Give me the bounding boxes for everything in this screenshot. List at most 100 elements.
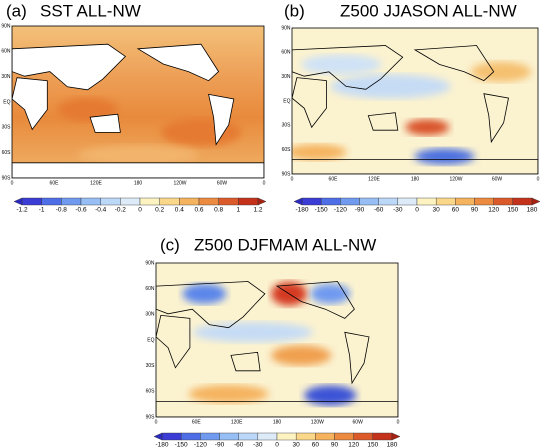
colorbar-segment [301,197,322,206]
colorbar-label: -0.6 [75,207,87,214]
anomaly-blob [304,385,357,406]
map [291,27,539,175]
anomaly-blob [192,322,313,343]
colorbar-segment [340,197,360,206]
lat-label: EQ [283,98,290,104]
colorbar-segment [198,197,219,206]
anomaly-blob [292,144,347,161]
colorbar-segment [161,432,182,441]
lat-label: 60N [281,50,291,56]
colorbar-label: 180 [387,442,398,447]
colorbar-segment [474,197,494,206]
colorbar-label: -150 [175,442,188,447]
anomaly-blob [188,384,269,403]
anomaly-blob [330,74,451,99]
continent [136,43,220,82]
colorbar-label: 90 [331,442,339,447]
lon-label: 180 [273,419,282,425]
colorbar-label: -0.4 [95,207,107,214]
continent [275,281,355,319]
colorbar-segment [41,197,62,206]
panel-title: Z500 JJASON ALL-NW [340,1,517,20]
colorbar-label: 0.8 [214,207,223,214]
colorbar-segment [200,432,220,441]
colorbar-label: -180 [155,442,168,447]
lat-label: 60N [145,286,155,292]
colorbar-segment [315,432,335,441]
colorbar-label: -60 [374,207,384,214]
lon-label: 60W [492,176,503,182]
colorbar-label: 0.4 [175,207,184,214]
colorbar-end [391,432,401,441]
continent [292,77,327,129]
anomaly-blob [301,54,382,75]
colorbar-label: -180 [295,207,308,214]
anomaly-blob [182,283,227,304]
colorbar-label: -90 [215,442,225,447]
map [155,262,399,418]
colorbar-segment [435,197,456,206]
colorbar-segment [120,197,141,206]
panel-label: (b) [284,1,305,20]
anomaly-blob [271,345,332,366]
lon-label: 0 [397,419,400,425]
lon-label: 120W [173,180,186,186]
continent [413,45,495,82]
colorbar-segment [100,197,121,206]
lat-label: 30N [145,312,155,318]
lon-label: 0 [155,419,158,425]
map-field [156,263,398,417]
colorbar-segment [378,197,399,206]
colorbar-label: 150 [507,207,518,214]
colorbar-segment [21,197,42,206]
colorbar-label: 1.2 [253,207,262,214]
colorbar-segment [295,432,316,441]
lon-label: 60W [353,419,364,425]
colorbar-label: -150 [315,207,328,214]
colorbar-label: -1 [39,207,45,214]
colorbar-segment [276,432,297,441]
lon-label: 120E [231,419,243,425]
lon-label: 60E [192,419,202,425]
colorbar-segment [257,432,278,441]
continent [230,351,261,372]
colorbar-segment [238,197,259,206]
colorbar-label: 0 [138,207,142,214]
colorbar-end [257,197,267,206]
colorbar-label: -120 [194,442,207,447]
colorbar-label: 30 [293,442,301,447]
colorbar-end [293,197,303,206]
anomaly-blob [405,119,450,136]
continent [367,112,399,131]
colorbar-label: 180 [527,207,538,214]
colorbar-segment [320,197,341,206]
continent [89,113,121,133]
lat-label: 90S [2,175,12,181]
colorbar-label: 30 [433,207,441,214]
colorbar-label: -120 [334,207,347,214]
map-field [12,26,264,178]
colorbar-segment [372,432,393,441]
colorbar-segment [397,197,418,206]
colorbar-segment [512,197,533,206]
map-frame [155,262,399,418]
colorbar-segment [139,197,160,206]
lat-label: 30N [1,74,11,80]
continent [292,159,538,174]
colorbar-segment [493,197,514,206]
colorbar-label: -90 [355,207,365,214]
anomaly-blob [414,148,475,165]
colorbar-segment [455,197,475,206]
lon-label: 60E [50,180,60,186]
lat-label: 90N [145,260,155,266]
colorbar-label: 150 [367,442,378,447]
continent [12,43,127,91]
colorbar-label: 0.6 [194,207,203,214]
colorbar-label: -0.2 [115,207,127,214]
lon-label: 120E [368,176,380,182]
colorbar-label: 0 [275,442,279,447]
lon-label: 0 [291,176,294,182]
anomaly-blob [310,283,351,304]
lat-label: 60N [1,49,11,55]
colorbar-label: 120 [348,442,359,447]
